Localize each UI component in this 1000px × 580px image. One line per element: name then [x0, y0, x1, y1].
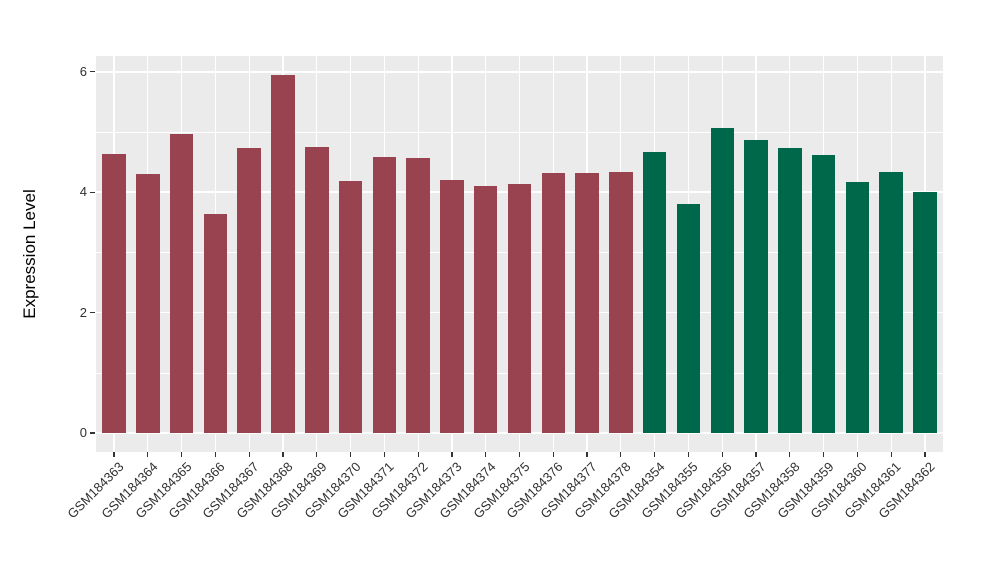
y-tick-label: 6	[79, 63, 87, 79]
bar-GSM184369	[305, 147, 329, 433]
x-tick-mark	[586, 452, 588, 457]
bar-GSM184373	[440, 179, 464, 433]
x-tick-mark	[856, 452, 858, 457]
bar-GSM184357	[744, 139, 768, 433]
x-tick-mark	[214, 452, 216, 457]
bar-GSM184372	[406, 157, 430, 433]
y-tick-mark	[90, 191, 95, 193]
y-tick-label: 4	[79, 184, 87, 200]
x-tick-mark	[552, 452, 554, 457]
bar-GSM184378	[609, 172, 633, 433]
bar-GSM184365	[169, 133, 194, 433]
x-tick-mark	[180, 452, 183, 457]
x-tick-mark	[349, 452, 352, 457]
bar-GSM184376	[541, 172, 566, 433]
x-tick-mark	[823, 452, 825, 457]
bar-GSM184374	[473, 185, 498, 433]
x-tick-mark	[687, 452, 690, 457]
y-axis-title: Expression Level	[20, 189, 39, 319]
x-tick-mark	[113, 452, 115, 457]
x-tick-mark	[755, 452, 757, 457]
y-tick-label: 0	[79, 425, 87, 440]
y-tick-label: 2	[79, 304, 87, 320]
x-tick-mark	[383, 452, 385, 457]
bar-GSM184368	[271, 75, 295, 433]
y-tick-mark	[90, 71, 95, 73]
x-tick-mark	[789, 452, 791, 457]
x-tick-mark	[924, 452, 926, 457]
bar-GSM184362	[913, 192, 937, 433]
bar-GSM184363	[102, 154, 126, 433]
bar-GSM184370	[338, 181, 363, 433]
x-tick-mark	[620, 452, 622, 457]
bar-GSM184364	[136, 174, 160, 433]
bar-GSM184361	[879, 171, 903, 433]
bar-GSM184377	[575, 172, 599, 433]
bar-GSM184371	[372, 157, 397, 433]
bar-GSM184366	[203, 213, 228, 433]
bar-GSM184367	[237, 147, 261, 433]
plot-panel	[96, 56, 943, 452]
x-tick-mark	[518, 452, 521, 457]
x-tick-mark	[721, 452, 723, 457]
bar-GSM184359	[811, 154, 836, 433]
bar-GSM184355	[676, 203, 701, 433]
x-tick-mark	[316, 452, 318, 457]
bar-GSM184354	[642, 152, 667, 433]
bar-GSM184356	[710, 127, 734, 433]
x-tick-mark	[485, 452, 487, 457]
x-tick-mark	[417, 452, 419, 457]
x-tick-mark	[248, 452, 250, 457]
y-tick-mark	[90, 432, 95, 434]
x-tick-mark	[654, 452, 656, 457]
bar-GSM184375	[507, 184, 532, 433]
x-tick-mark	[890, 452, 892, 457]
x-tick-mark	[282, 452, 284, 457]
x-tick-mark	[451, 452, 453, 457]
x-tick-mark	[147, 452, 149, 457]
bar-GSM184358	[778, 148, 802, 433]
y-tick-mark	[90, 312, 95, 314]
bar-GSM184360	[845, 181, 870, 433]
